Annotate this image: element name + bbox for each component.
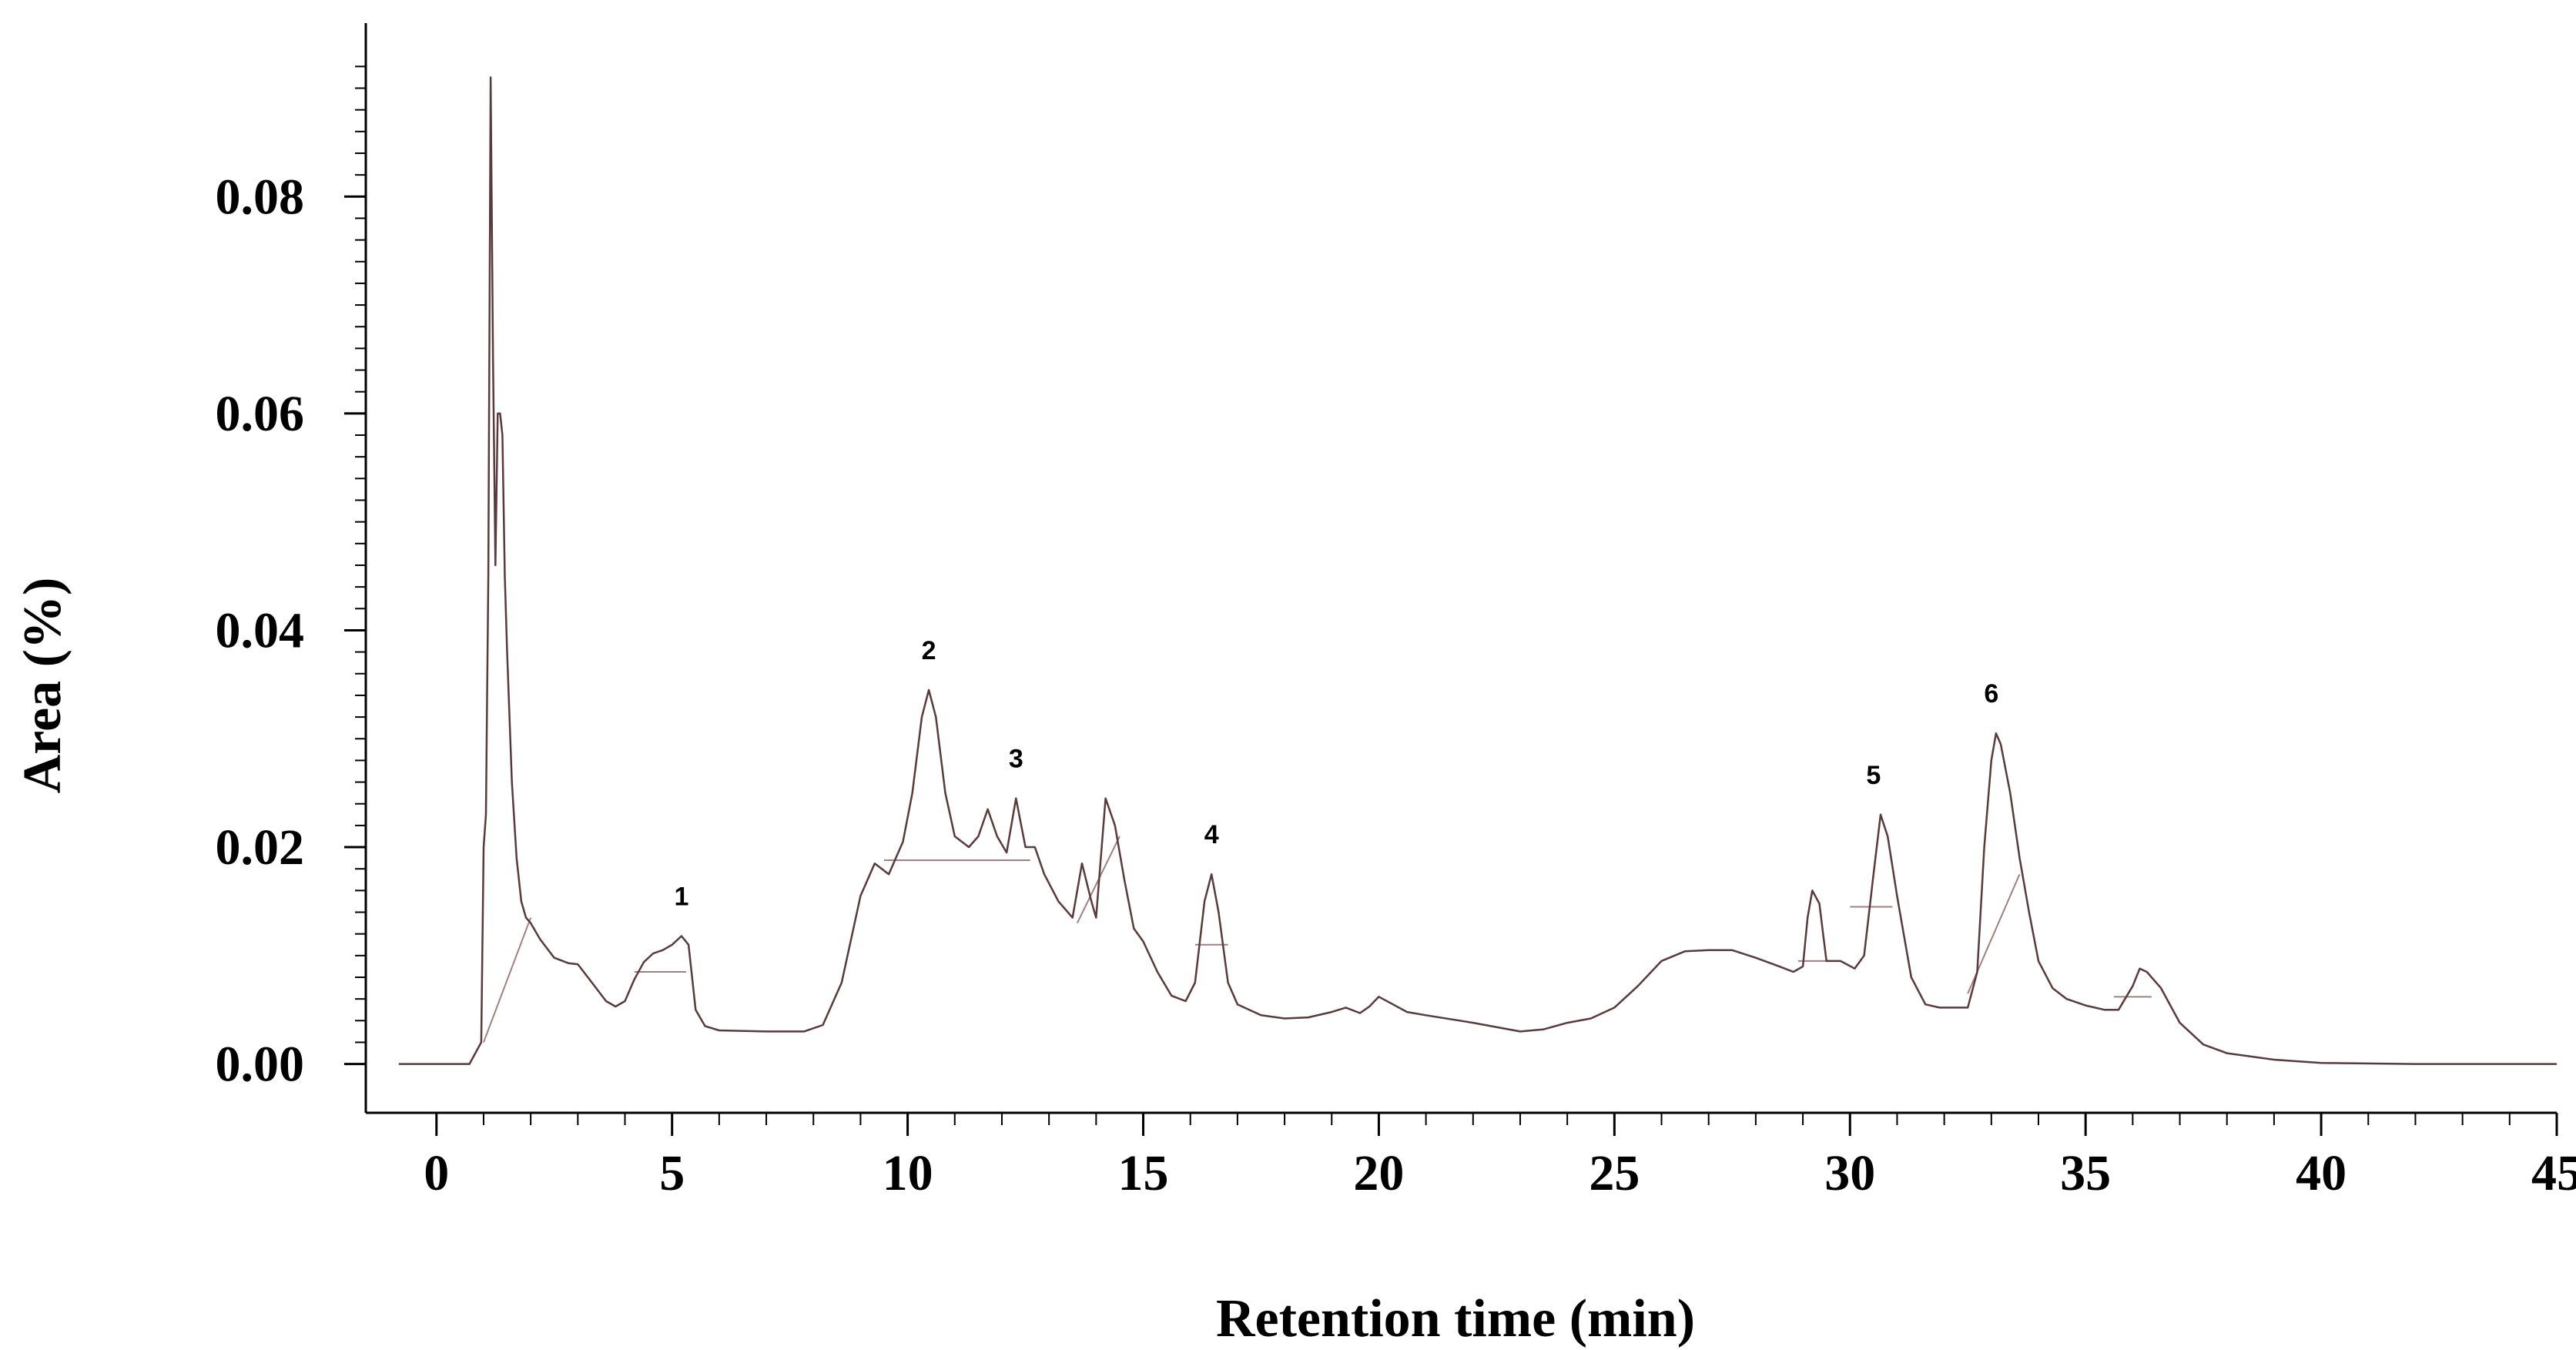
peak-labels: 1 2 3 4 5 6 bbox=[674, 636, 1998, 912]
peak-label: 3 bbox=[1009, 745, 1023, 774]
y-tick-label: 0.06 bbox=[216, 386, 305, 442]
x-tick-label: 20 bbox=[1353, 1145, 1404, 1201]
y-tick-label: 0.00 bbox=[216, 1037, 305, 1093]
peak-label: 6 bbox=[1984, 679, 1998, 708]
x-tick-label: 45 bbox=[2531, 1145, 2576, 1201]
peak-label: 1 bbox=[674, 883, 688, 912]
x-tick-label: 35 bbox=[2060, 1145, 2111, 1201]
y-tick-label: 0.08 bbox=[216, 169, 305, 225]
x-tick-label: 30 bbox=[1824, 1145, 1875, 1201]
y-ticks: 0.00 0.02 0.04 0.06 0.08 bbox=[216, 169, 366, 1093]
x-tick-label: 0 bbox=[424, 1145, 449, 1201]
axes bbox=[364, 23, 2557, 1114]
peak-label: 2 bbox=[922, 636, 936, 665]
x-tick-label: 15 bbox=[1118, 1145, 1169, 1201]
x-tick-label: 10 bbox=[883, 1145, 933, 1201]
x-axis-title: Retention time (min) bbox=[1216, 1289, 1695, 1348]
peak-label: 5 bbox=[1866, 761, 1881, 790]
chromatogram-trace bbox=[398, 76, 2557, 1065]
integration-baselines bbox=[483, 836, 2152, 1043]
y-tick-label: 0.02 bbox=[216, 819, 305, 876]
x-tick-label: 25 bbox=[1589, 1145, 1640, 1201]
y-tick-label: 0.04 bbox=[216, 602, 305, 658]
minor-ticks bbox=[355, 65, 2511, 1125]
x-ticks: 0 5 10 15 20 25 30 35 40 45 bbox=[424, 1113, 2576, 1201]
y-axis-title: Area (%) bbox=[13, 578, 72, 794]
x-tick-label: 40 bbox=[2296, 1145, 2347, 1201]
x-tick-label: 5 bbox=[659, 1145, 685, 1201]
peak-label: 4 bbox=[1204, 820, 1219, 849]
integration-baseline bbox=[483, 917, 532, 1043]
